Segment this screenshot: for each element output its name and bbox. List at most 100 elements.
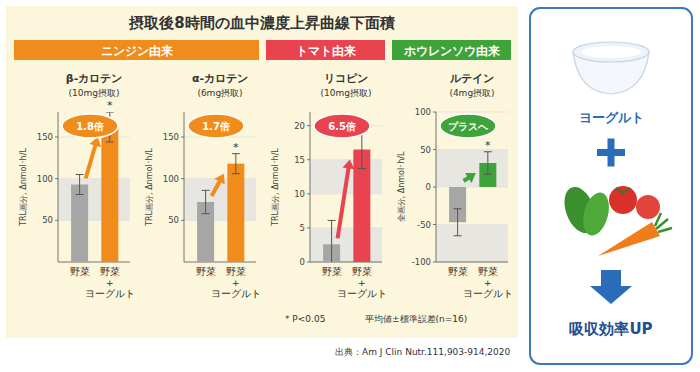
bar — [71, 185, 88, 263]
chart-subtitle: (6mg摂取) — [197, 88, 242, 98]
category-label: 野菜 — [448, 266, 468, 277]
category-line: ヨーグルト — [463, 288, 513, 299]
tick-label: 50 — [168, 215, 179, 225]
tick-label: 10 — [294, 189, 305, 199]
arrow — [86, 143, 97, 179]
tick-mark — [307, 159, 310, 160]
significance: * — [485, 139, 491, 152]
bar — [101, 127, 118, 262]
grid-band — [436, 225, 508, 263]
panel-label: ヨーグルト — [579, 110, 644, 125]
error-cap — [106, 142, 114, 143]
chart: β-カロテン(10mg摂取)50100150TRL画分, Δnmol･h/L野菜… — [19, 72, 135, 299]
yogurt-surface — [581, 46, 641, 58]
category-label: 野菜+ヨーグルト — [211, 266, 261, 299]
tick-label: 20 — [294, 121, 305, 131]
tick-mark — [433, 187, 436, 188]
error-line — [331, 220, 332, 262]
panel-frame — [530, 8, 692, 364]
grid-band — [310, 228, 382, 262]
badge — [440, 114, 496, 138]
note: * P<0.05 — [285, 314, 325, 324]
error-line — [235, 154, 236, 174]
y-axis — [184, 112, 185, 262]
chart-subtitle: (10mg摂取) — [321, 88, 372, 98]
error-cap — [484, 174, 492, 175]
chart-title: α-カロテン — [192, 72, 248, 85]
arrow-head — [343, 160, 355, 170]
tick-label: 0 — [300, 257, 305, 267]
category-line: 野菜 — [100, 266, 120, 277]
marks — [197, 154, 244, 262]
tick-label: 150 — [163, 132, 179, 142]
carrot-leaves — [655, 213, 672, 232]
tick-mark — [433, 112, 436, 113]
category-label: 野菜+ヨーグルト — [463, 266, 513, 299]
category-line: ヨーグルト — [337, 288, 387, 299]
tick-mark — [55, 178, 58, 179]
group-label: トマト由来 — [296, 44, 356, 58]
error-bar — [202, 190, 210, 213]
x-axis — [310, 262, 382, 263]
chart-subtitle: (10mg摂取) — [69, 88, 120, 98]
category-label: 野菜+ヨーグルト — [337, 266, 387, 299]
source: 出典：Am J Clin Nutr.111,903-914,2020 — [335, 347, 511, 357]
chart: ルテイン(4mg摂取)-100-50050100全画分, Δnmol･h/L野菜… — [397, 72, 513, 299]
carrot — [598, 222, 660, 256]
category-line: + — [484, 277, 492, 288]
chart-subtitle: (4mg摂取) — [449, 88, 494, 98]
badge — [62, 114, 118, 138]
chart-title: ルテイン — [449, 72, 494, 85]
badge — [188, 114, 244, 138]
category-line: 野菜 — [196, 266, 216, 277]
y-axis-label: 全画分, Δnmol･h/L — [397, 151, 406, 222]
tick-mark — [307, 262, 310, 263]
note: 平均値±標準誤差(n=16) — [365, 314, 467, 324]
grid-line — [58, 178, 130, 179]
plus-icon — [608, 139, 615, 167]
grid-line — [436, 112, 508, 113]
error-cap — [232, 173, 240, 174]
group-label: ホウレンソウ由来 — [403, 44, 500, 58]
badge — [314, 114, 370, 138]
panel-background — [6, 6, 518, 338]
y-axis — [58, 112, 59, 262]
grid-line — [436, 262, 508, 263]
significance: * — [233, 141, 239, 154]
category-line: 野菜 — [70, 266, 90, 277]
marks — [449, 152, 496, 236]
error-cap — [76, 174, 84, 175]
bar — [227, 164, 244, 262]
grid-band — [436, 150, 508, 188]
error-line — [487, 152, 488, 175]
x-axis — [58, 262, 130, 263]
tick-label: 5 — [300, 223, 305, 233]
marks — [323, 130, 370, 262]
category-line: 野菜 — [322, 266, 342, 277]
tick-mark — [181, 220, 184, 221]
category-line: + — [232, 277, 240, 288]
tick-mark — [433, 224, 436, 225]
error-line — [361, 130, 362, 168]
category-label: 野菜 — [70, 266, 90, 277]
category-line: 野菜 — [352, 266, 372, 277]
category-line: 野菜 — [226, 266, 246, 277]
error-cap — [328, 220, 336, 221]
error-line — [79, 175, 80, 195]
grid-line — [436, 149, 508, 150]
tick-label: 50 — [42, 215, 53, 225]
significance: * — [107, 99, 113, 112]
error-cap — [202, 190, 210, 191]
tick-label: 100 — [415, 107, 431, 117]
category-label: 野菜 — [322, 266, 342, 277]
tick-label: 150 — [37, 132, 53, 142]
tick-mark — [307, 227, 310, 228]
error-line — [205, 190, 206, 213]
tomato — [609, 186, 637, 214]
tick-mark — [181, 137, 184, 138]
annotation: 1.8倍 — [76, 121, 104, 132]
tick-mark — [433, 149, 436, 150]
error-bar — [484, 152, 492, 175]
category-line: 野菜 — [448, 266, 468, 277]
annotation: プラスへ — [448, 121, 489, 132]
